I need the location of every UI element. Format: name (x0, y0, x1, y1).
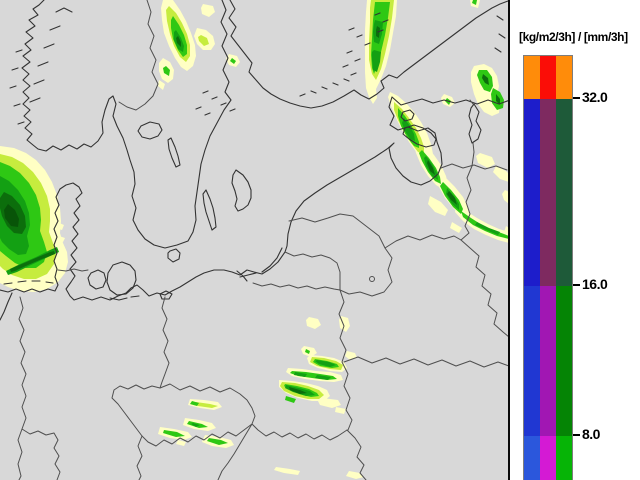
country-border-layer (17, 0, 510, 480)
colorbar-stripe (540, 56, 556, 99)
weather-map (0, 0, 512, 480)
coastline-layer (0, 0, 511, 321)
precipitation-cell (289, 387, 307, 394)
map-frame-line (508, 0, 510, 480)
tick-label: 16.0 (582, 276, 608, 292)
colorbar-stripe (540, 436, 556, 480)
tick-mark (573, 97, 580, 99)
precipitation-cell (163, 401, 228, 445)
legend-panel: [kg/m2/3h] / [mm/3h] 32.0 16.0 8.0 (512, 0, 640, 480)
precipitation-cell (163, 16, 236, 76)
tick-label: 8.0 (582, 426, 600, 442)
colorbar-stripe (524, 436, 540, 480)
colorbar-section (524, 436, 572, 480)
precipitation-cell (4, 204, 19, 227)
legend-title: [kg/m2/3h] / [mm/3h] (519, 30, 628, 44)
tick-label: 32.0 (582, 89, 608, 105)
map-background (0, 0, 512, 480)
precipitation-cell (372, 20, 383, 72)
colorbar-stripe (540, 286, 556, 436)
precipitation-cell (427, 160, 457, 205)
colorbar-stripe (556, 56, 572, 99)
precipitation-cell (402, 118, 500, 235)
precipitation-cell (191, 423, 200, 427)
colorbar-stripe (540, 99, 556, 286)
precipitation-cell (472, 0, 504, 110)
tick-mark (573, 434, 580, 436)
precipitation-cell (285, 360, 336, 396)
colorbar-section (524, 56, 572, 99)
precipitation-cell (388, 92, 509, 243)
tick-mark (573, 284, 580, 286)
colorbar-stripe (556, 436, 572, 480)
colorbar-stripe (524, 99, 540, 286)
precipitation-cell (482, 74, 500, 105)
colorbar-section (524, 286, 572, 436)
colorbar-stripe (524, 286, 540, 436)
precipitation-cell (176, 36, 181, 47)
colorbar (523, 55, 573, 480)
precipitation-cell (166, 6, 209, 62)
colorbar-stripe (556, 286, 572, 436)
colorbar-stripe (524, 56, 540, 99)
colorbar-section (524, 99, 572, 286)
precipitation-layer (0, 0, 509, 479)
colorbar-stripe (556, 99, 572, 286)
